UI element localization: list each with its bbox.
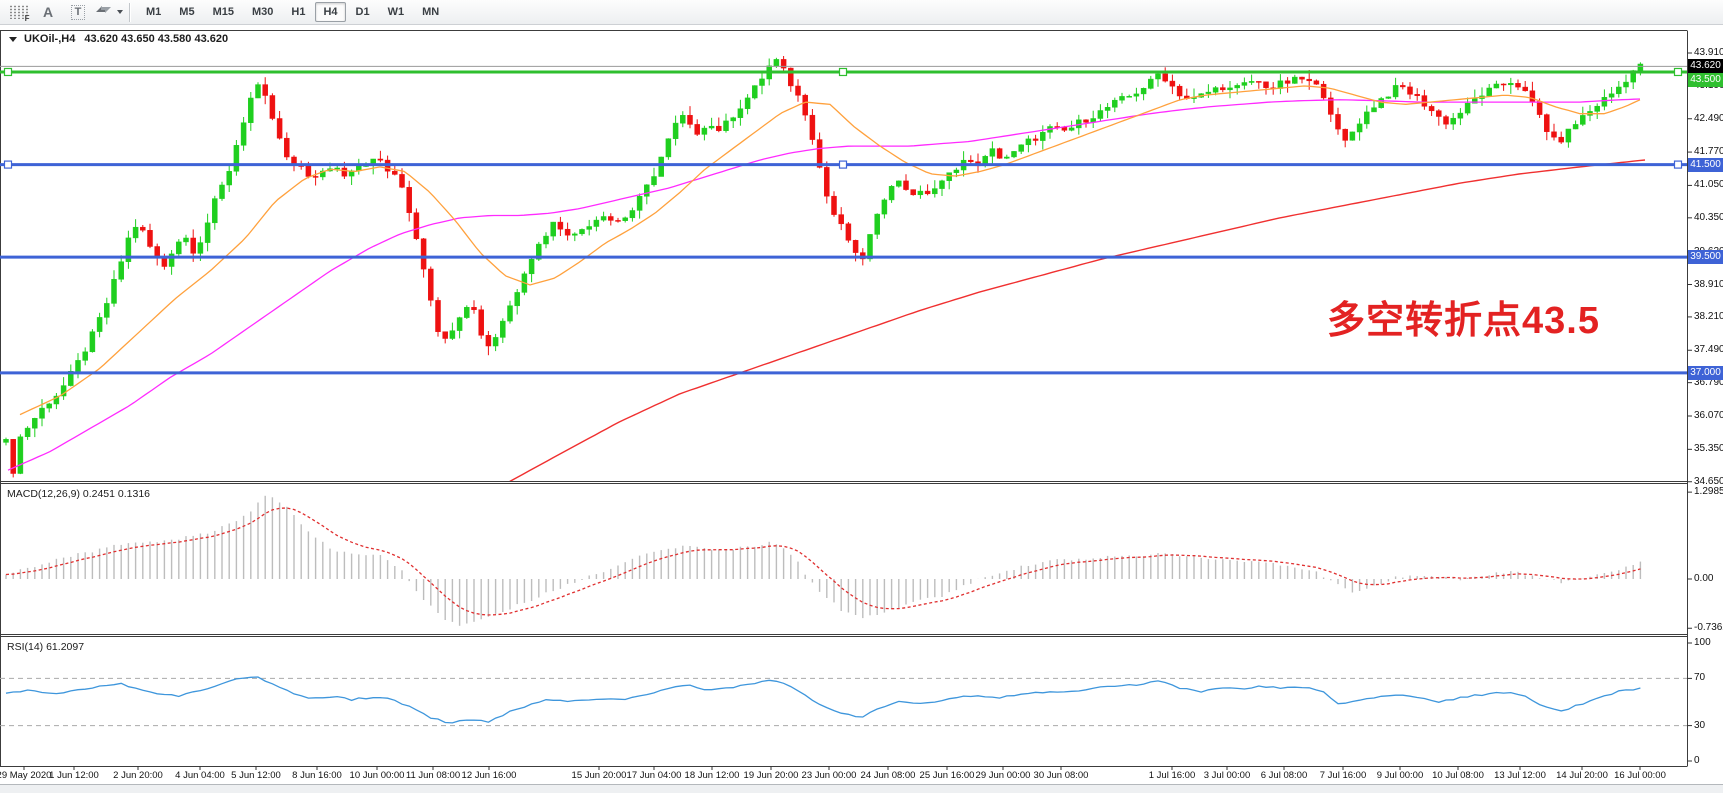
price-marker-box-43.620: 43.620: [1688, 59, 1723, 74]
line-handle[interactable]: [3, 160, 13, 169]
macd-axis-label: 0.00: [1694, 573, 1714, 584]
price-axis-label: 38.210: [1694, 310, 1723, 322]
price-axis-label: 42.490: [1694, 112, 1723, 124]
time-axis-label: 10 Jul 08:00: [1432, 770, 1484, 781]
price-axis-label: 34.650: [1694, 475, 1723, 487]
time-axis-label: 29 May 2020: [0, 770, 52, 781]
price-axis-label: 43.910: [1694, 47, 1723, 58]
timeframe-button-w1[interactable]: W1: [387, 6, 405, 18]
time-axis-label: 8 Jun 16:00: [292, 770, 342, 781]
panel-frames: [0, 30, 1688, 767]
time-axis-label: 1 Jul 16:00: [1148, 770, 1196, 781]
candlesticks: [3, 56, 1644, 478]
window-bottom-strip: [0, 784, 1723, 793]
time-axis-label: 12 Jun 16:00: [461, 770, 517, 781]
line-handle[interactable]: [3, 67, 13, 77]
price-marker-box-37.000: 37.000: [1688, 365, 1723, 380]
macd-histogram: [5, 495, 1642, 626]
textbox-tool-button[interactable]: T: [65, 2, 91, 23]
timeframe-button-m5[interactable]: M5: [179, 6, 195, 18]
dropdown-caret-icon: [117, 10, 123, 14]
timeframe-button-h1[interactable]: H1: [291, 6, 306, 18]
price-axis-label: 37.490: [1694, 344, 1723, 356]
fibonacci-tool-button[interactable]: F: [5, 2, 31, 23]
time-axis-label: 2 Jun 20:00: [113, 770, 163, 781]
time-axis-label: 3 Jul 00:00: [1203, 770, 1251, 781]
price-axis-label: 41.770: [1694, 146, 1723, 158]
horizontal-line-43.5[interactable]: [0, 67, 1687, 77]
chart-dropdown-icon[interactable]: [9, 36, 17, 42]
rsi-axis-label: 30: [1694, 719, 1706, 731]
time-axis-label: 29 Jun 00:00: [975, 770, 1031, 781]
rsi-axis-label: 0: [1694, 755, 1700, 766]
line-handle[interactable]: [1673, 67, 1683, 77]
ma-fast-line: [19, 85, 1641, 416]
time-axis-label: 5 Jun 12:00: [231, 770, 281, 781]
text-tool-button[interactable]: A: [35, 2, 61, 23]
time-axis-label: 25 Jun 16:00: [919, 770, 975, 781]
macd-signal-line: [5, 507, 1641, 616]
time-axis-label: 4 Jun 04:00: [175, 770, 225, 781]
chart-title[interactable]: UKOil-,H4 43.620 43.650 43.580 43.620: [9, 33, 228, 45]
timeframe-buttons: M1 M5 M15 M30 H1 H4 D1 W1 MN: [137, 2, 448, 22]
price-marker-box-41.500: 41.500: [1688, 157, 1723, 172]
price-axis-label: 41.050: [1694, 179, 1723, 191]
price-axis-label: 36.070: [1694, 409, 1723, 421]
ma-slow-line: [509, 159, 1646, 481]
horizontal-line-41.5[interactable]: [0, 160, 1687, 169]
time-axis-label: 10 Jun 00:00: [349, 770, 405, 781]
line-handle[interactable]: [1673, 160, 1683, 169]
time-axis-label: 13 Jul 12:00: [1494, 770, 1546, 781]
time-axis-label: 16 Jul 00:00: [1614, 770, 1666, 781]
axis-tick-marks: [23, 52, 1692, 770]
chart-symbol-label: UKOil-,H4: [24, 33, 76, 45]
arrows-tool-button[interactable]: [95, 2, 123, 23]
time-axis-label: 30 Jun 08:00: [1033, 770, 1089, 781]
macd-indicator-label: MACD(12,26,9) 0.2451 0.1316: [7, 488, 151, 500]
price-axis-label: 40.350: [1694, 211, 1723, 223]
time-axis-label: 14 Jul 20:00: [1556, 770, 1608, 781]
timeframe-button-m1[interactable]: M1: [146, 6, 162, 18]
line-handle[interactable]: [838, 67, 848, 77]
timeframe-button-m30[interactable]: M30: [251, 6, 274, 18]
time-axis-label: 17 Jun 04:00: [626, 770, 682, 781]
timeframe-button-h4[interactable]: H4: [315, 2, 346, 22]
timeframe-button-m15[interactable]: M15: [212, 6, 234, 18]
price-marker-box-43.500: 43.500: [1688, 72, 1723, 87]
macd-axis-label: 1.2985: [1694, 486, 1723, 498]
text-tool-icon: A: [42, 4, 54, 20]
time-axis-label: 24 Jun 08:00: [860, 770, 916, 781]
time-axis-label: 19 Jun 20:00: [743, 770, 799, 781]
rsi-line: [5, 676, 1641, 724]
textbox-tool-icon: T: [70, 4, 86, 20]
price-axis-label: 35.350: [1694, 443, 1723, 455]
timeframe-button-d1[interactable]: D1: [355, 6, 370, 18]
price-axis-label: 38.910: [1694, 278, 1723, 290]
time-axis-label: 6 Jul 08:00: [1260, 770, 1308, 781]
time-axis-label: 15 Jun 20:00: [571, 770, 627, 781]
time-axis-label: 11 Jun 08:00: [405, 770, 461, 781]
time-axis-label: 1 Jun 12:00: [49, 770, 99, 781]
fibonacci-grid-icon: F: [8, 5, 30, 23]
time-axis-label: 18 Jun 12:00: [684, 770, 740, 781]
macd-axis-label: -0.7362: [1694, 622, 1723, 634]
timeframe-button-mn[interactable]: MN: [422, 6, 440, 18]
rsi-axis-label: 70: [1694, 672, 1706, 684]
line-handle[interactable]: [838, 160, 848, 169]
arrows-icon: [95, 3, 112, 21]
ma-medium-line: [7, 98, 1641, 471]
price-axis-label: 36.790: [1694, 376, 1723, 388]
time-axis-label: 7 Jul 16:00: [1319, 770, 1367, 781]
rsi-indicator-label: RSI(14) 61.2097: [7, 641, 85, 653]
time-axis-label: 23 Jun 00:00: [801, 770, 857, 781]
time-axis-label: 9 Jul 00:00: [1376, 770, 1424, 781]
chart-ohlc-values: 43.620 43.650 43.580 43.620: [84, 33, 229, 45]
toolbar: F A T M1 M5 M15 M30 H1 H4 D1 W1 MN: [0, 0, 1723, 25]
rsi-axis-label: 100: [1694, 637, 1711, 648]
toolbar-separator: [129, 2, 131, 22]
price-marker-box-39.500: 39.500: [1688, 250, 1723, 265]
chart-annotation-text[interactable]: 多空转折点43.5: [1327, 300, 1600, 342]
